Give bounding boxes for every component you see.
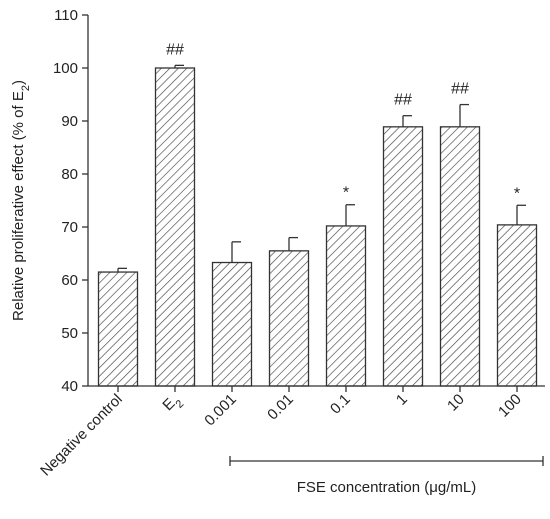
- fse-group: FSE concentration (μg/mL): [229, 456, 544, 496]
- bar: [97, 271, 139, 387]
- bar: [496, 224, 538, 387]
- x-tick-label: 0.01: [264, 391, 297, 424]
- x-tick-label: 10: [444, 391, 468, 415]
- significance-mark: ##: [451, 81, 469, 98]
- y-tick-label: 80: [61, 166, 78, 183]
- x-tick-label: 0.001: [201, 391, 240, 430]
- y-tick-label: 50: [61, 325, 78, 342]
- y-tick-label: 90: [61, 113, 78, 130]
- x-tick-label: E2: [159, 391, 186, 418]
- significance-marks: ## * ## ## *: [166, 41, 520, 202]
- x-tick-label: 0.1: [327, 391, 354, 418]
- x-tick-label: Negative control: [37, 391, 126, 480]
- y-axis-title: Relative proliferative effect (% of E2): [10, 80, 32, 321]
- bar: [439, 126, 481, 387]
- bar: [382, 126, 424, 387]
- bar: [211, 261, 253, 387]
- x-tick-label: 1: [393, 391, 411, 409]
- y-tick-label: 70: [61, 219, 78, 236]
- bar: [325, 225, 367, 387]
- y-axis: [82, 14, 89, 387]
- significance-mark: ##: [394, 92, 412, 109]
- x-tick-labels: Negative control E2 0.001 0.01 0.1 1 10 100: [37, 391, 525, 480]
- error-bars: [117, 64, 526, 273]
- y-tick-label: 110: [54, 7, 78, 24]
- bar: [268, 250, 310, 387]
- x-tick-label: 100: [495, 391, 525, 421]
- significance-mark: *: [514, 185, 520, 202]
- y-tick-label: 40: [61, 378, 78, 395]
- significance-mark: *: [343, 185, 349, 202]
- x-axis: [88, 385, 545, 392]
- bars: [97, 67, 538, 387]
- bar: [154, 67, 196, 387]
- y-tick-labels: 40 50 60 70 80 90 100 110: [53, 7, 78, 395]
- significance-mark: ##: [166, 41, 184, 58]
- y-tick-label: 60: [61, 272, 78, 289]
- y-tick-label: 100: [53, 60, 78, 77]
- group-label: FSE concentration (μg/mL): [297, 479, 477, 496]
